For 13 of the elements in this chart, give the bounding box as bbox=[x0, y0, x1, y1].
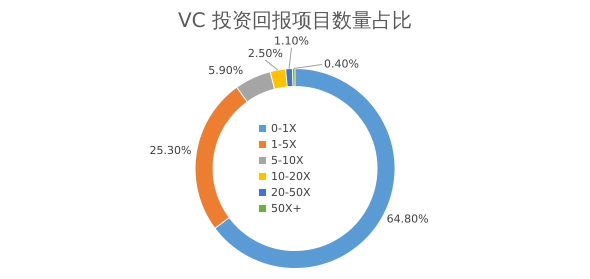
legend-label: 10-20X bbox=[271, 168, 310, 184]
chart-title: VC 投资回报项目数量占比 bbox=[178, 8, 412, 32]
data-label: 1.10% bbox=[274, 34, 309, 48]
legend-label: 5-10X bbox=[271, 152, 304, 168]
data-label: 5.90% bbox=[208, 64, 244, 78]
legend-label: 20-50X bbox=[271, 184, 310, 200]
data-label: 64.80% bbox=[386, 212, 429, 226]
data-label: 0.40% bbox=[324, 57, 359, 70]
data-label: 25.30% bbox=[150, 144, 192, 157]
legend-label: 1-5X bbox=[271, 136, 297, 152]
data-label: 2.50% bbox=[248, 47, 283, 60]
legend-label: 50X+ bbox=[271, 200, 302, 216]
legend-label: 0-1X bbox=[271, 120, 297, 136]
